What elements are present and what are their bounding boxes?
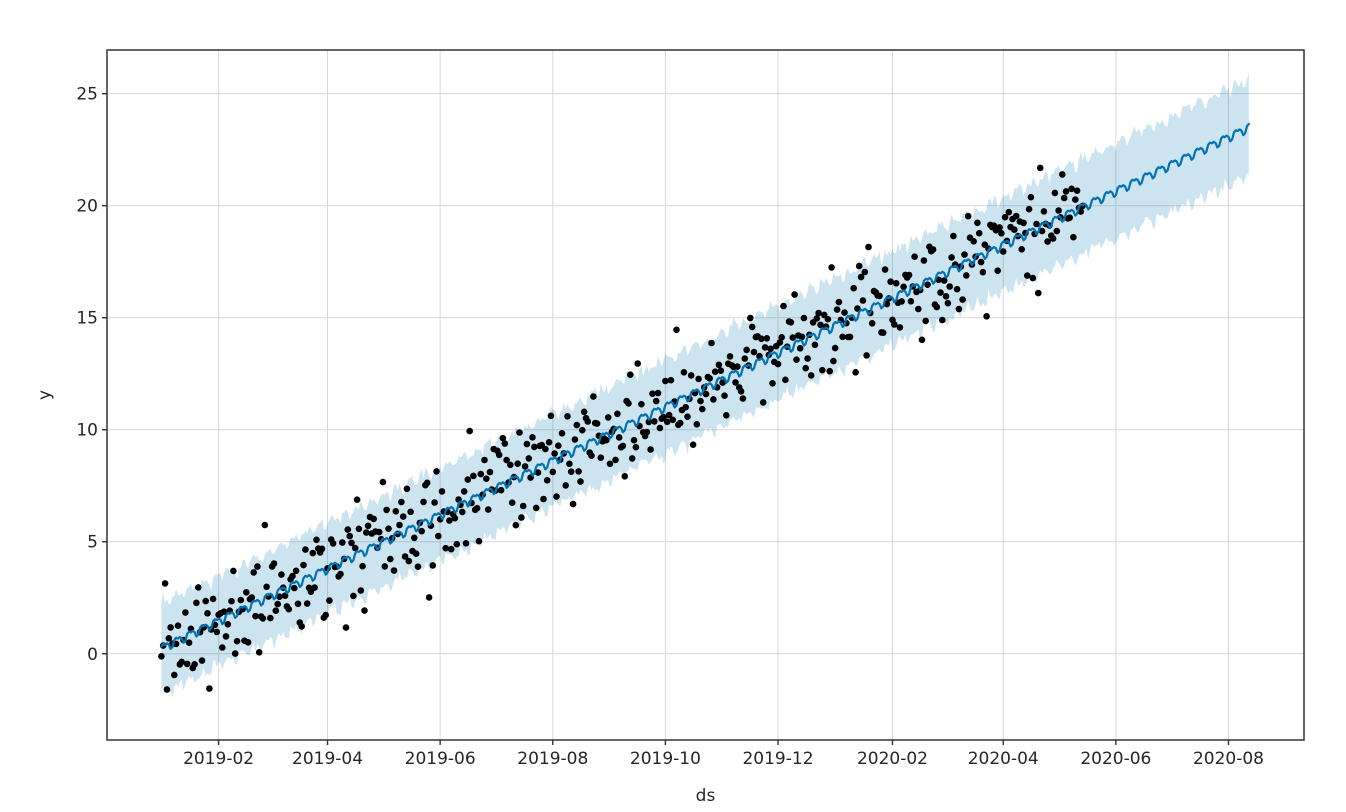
y-tick-label: 15 [76, 309, 98, 329]
x-axis: 2019-02 2019-04 2019-06 2019-08 2019-10 2019-… [183, 740, 1264, 769]
x-tick-label: 2019-06 [405, 749, 476, 769]
x-tick-label: 2019-04 [292, 749, 363, 769]
x-tick-label: 2020-06 [1080, 749, 1151, 769]
y-tick-label: 0 [87, 645, 98, 665]
y-axis-label: y [35, 390, 55, 400]
plot-border [106, 49, 1305, 741]
x-tick-label: 2020-04 [968, 749, 1039, 769]
trend-line [160, 122, 1250, 650]
x-tick-label: 2019-10 [630, 749, 701, 769]
y-tick-label: 25 [76, 85, 98, 105]
x-tick-label: 2019-08 [517, 749, 588, 769]
y-tick-label: 20 [76, 197, 98, 217]
x-tick-label: 2020-02 [857, 749, 928, 769]
x-tick-label: 2020-08 [1193, 749, 1264, 769]
x-axis-label: ds [696, 786, 716, 806]
y-tick-label: 5 [87, 533, 98, 553]
y-tick-label: 10 [76, 421, 98, 441]
y-axis: 0 5 10 15 20 25 [76, 85, 107, 665]
x-tick-label: 2019-12 [742, 749, 813, 769]
x-tick-label: 2019-02 [183, 749, 254, 769]
grid [107, 50, 1304, 740]
